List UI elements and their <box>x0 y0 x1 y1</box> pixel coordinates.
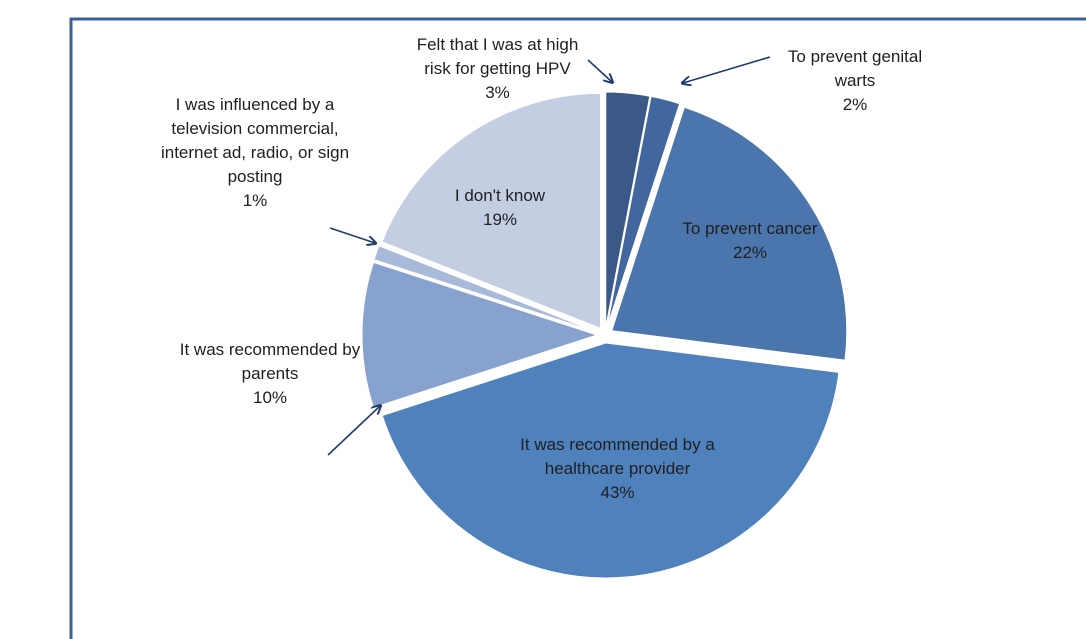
value-label: 43% <box>600 483 635 502</box>
category-label: It was recommended by a healthcare provi… <box>520 435 715 478</box>
value-label: 22% <box>732 243 768 262</box>
value-label: 1% <box>242 191 268 210</box>
chart-frame <box>69 17 1086 639</box>
pie-slice <box>611 106 848 361</box>
pie-slice <box>361 261 599 409</box>
pie-slice <box>373 245 598 333</box>
value-label: 3% <box>485 83 510 102</box>
category-label: To prevent genital warts <box>787 47 923 90</box>
category-label: It was recommended by parents <box>179 340 361 383</box>
pie-slice <box>381 342 840 579</box>
pie-slice <box>606 95 681 328</box>
slice-label: I don't know 19% <box>420 184 580 232</box>
slice-label: It was recommended by parents 10% <box>165 338 375 410</box>
value-label: 19% <box>482 210 518 229</box>
slice-label: To prevent genital warts 2% <box>770 45 940 117</box>
category-label: I was influenced by a television commerc… <box>160 95 350 186</box>
slice-label: I was influenced by a television commerc… <box>145 93 365 213</box>
category-label: Felt that I was at high risk for getting… <box>416 35 579 78</box>
value-label: 10% <box>252 388 288 407</box>
slice-label: Felt that I was at high risk for getting… <box>405 33 590 105</box>
value-label: 2% <box>842 95 868 114</box>
slice-label: To prevent cancer 22% <box>675 217 825 265</box>
leader-line <box>329 227 375 243</box>
pie-slice <box>381 92 602 330</box>
leader-line <box>683 56 771 83</box>
category-label: I don't know <box>454 186 546 205</box>
slice-label: It was recommended by a healthcare provi… <box>520 433 715 505</box>
pie <box>361 91 848 579</box>
pie-slice <box>605 91 651 328</box>
leader-line <box>587 59 612 82</box>
category-label: To prevent cancer <box>682 219 818 238</box>
leader-line <box>327 406 380 456</box>
leader-lines <box>327 56 771 456</box>
